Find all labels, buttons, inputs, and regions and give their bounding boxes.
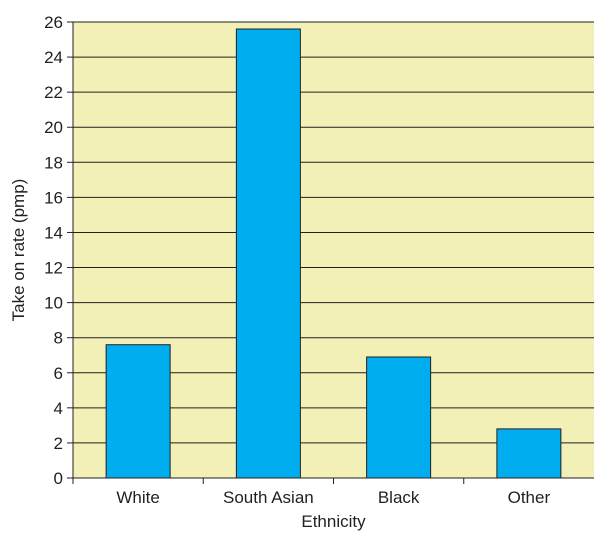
x-tick-label: South Asian	[223, 488, 314, 507]
y-axis-label: Take on rate (pmp)	[9, 179, 28, 322]
y-tick-label: 20	[44, 118, 63, 137]
x-tick-label: White	[116, 488, 159, 507]
y-tick-label: 22	[44, 83, 63, 102]
bar-other	[496, 428, 562, 479]
y-tick-label: 6	[54, 364, 63, 383]
x-tick-label: Other	[508, 488, 551, 507]
y-tick-label: 16	[44, 188, 63, 207]
x-axis-label: Ethnicity	[301, 512, 366, 531]
bar-white	[105, 344, 171, 479]
y-tick-label: 2	[54, 434, 63, 453]
y-tick-label: 24	[44, 48, 63, 67]
x-tick-label: Black	[378, 488, 420, 507]
y-tick-label: 26	[44, 13, 63, 32]
x-axis-ticks: White South Asian Black Other	[72, 478, 551, 507]
bars	[105, 28, 562, 479]
bar-south-asian	[235, 28, 301, 479]
y-tick-label: 4	[54, 399, 63, 418]
bar-black	[366, 356, 432, 479]
y-tick-label: 14	[44, 223, 63, 242]
y-tick-label: 8	[54, 329, 63, 348]
y-tick-label: 12	[44, 259, 63, 278]
y-tick-label: 0	[54, 469, 63, 488]
y-tick-label: 18	[44, 153, 63, 172]
y-tick-label: 10	[44, 294, 63, 313]
